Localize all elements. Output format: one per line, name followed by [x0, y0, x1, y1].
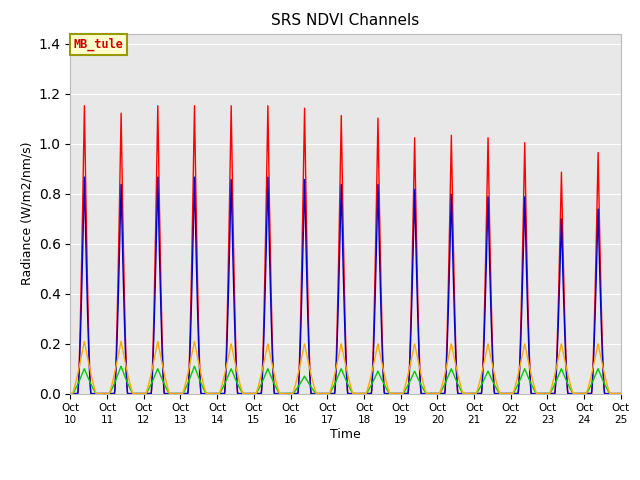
NDVI_650in: [547, 391, 555, 396]
Line: NDVI_650in: NDVI_650in: [70, 106, 621, 394]
Line: NDVI_810in: NDVI_810in: [70, 177, 621, 394]
Title: SRS NDVI Channels: SRS NDVI Channels: [271, 13, 420, 28]
NDVI_650out: [278, 391, 285, 396]
NDVI_810out: [163, 379, 170, 384]
NDVI_650in: [81, 103, 88, 108]
NDVI_650in: [606, 391, 614, 396]
NDVI_810in: [81, 174, 88, 180]
NDVI_810out: [606, 391, 614, 396]
NDVI_650out: [606, 391, 614, 396]
Legend: NDVI_650in, NDVI_810in, NDVI_650out, NDVI_810out: NDVI_650in, NDVI_810in, NDVI_650out, NDV…: [86, 479, 605, 480]
NDVI_650out: [117, 363, 125, 369]
NDVI_650out: [301, 375, 309, 381]
NDVI_810in: [163, 391, 170, 396]
NDVI_810in: [278, 391, 285, 396]
NDVI_810in: [617, 391, 625, 396]
NDVI_650out: [67, 391, 74, 396]
NDVI_810out: [617, 391, 625, 396]
Line: NDVI_810out: NDVI_810out: [70, 341, 621, 394]
NDVI_650in: [301, 164, 309, 169]
NDVI_810out: [301, 346, 309, 351]
NDVI_810out: [547, 387, 555, 393]
NDVI_650out: [617, 391, 625, 396]
NDVI_810in: [130, 391, 138, 396]
NDVI_650in: [67, 391, 74, 396]
NDVI_650out: [130, 391, 138, 396]
Line: NDVI_650out: NDVI_650out: [70, 366, 621, 394]
NDVI_810out: [278, 391, 285, 396]
NDVI_810in: [606, 391, 614, 396]
NDVI_650out: [163, 385, 170, 391]
NDVI_810out: [67, 391, 74, 396]
Y-axis label: Radiance (W/m2/nm/s): Radiance (W/m2/nm/s): [20, 142, 33, 285]
NDVI_810out: [81, 338, 88, 344]
NDVI_650in: [278, 391, 285, 396]
NDVI_810in: [67, 391, 74, 396]
NDVI_810in: [301, 220, 309, 226]
NDVI_650in: [617, 391, 625, 396]
NDVI_650out: [547, 389, 555, 395]
NDVI_810out: [130, 391, 138, 396]
NDVI_810in: [547, 391, 555, 396]
X-axis label: Time: Time: [330, 428, 361, 441]
Text: MB_tule: MB_tule: [73, 38, 123, 51]
NDVI_650in: [130, 391, 138, 396]
NDVI_650in: [163, 391, 170, 396]
